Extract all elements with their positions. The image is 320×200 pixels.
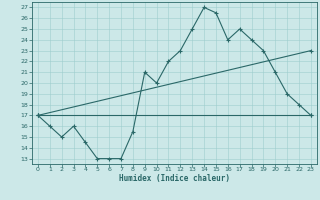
X-axis label: Humidex (Indice chaleur): Humidex (Indice chaleur): [119, 174, 230, 183]
